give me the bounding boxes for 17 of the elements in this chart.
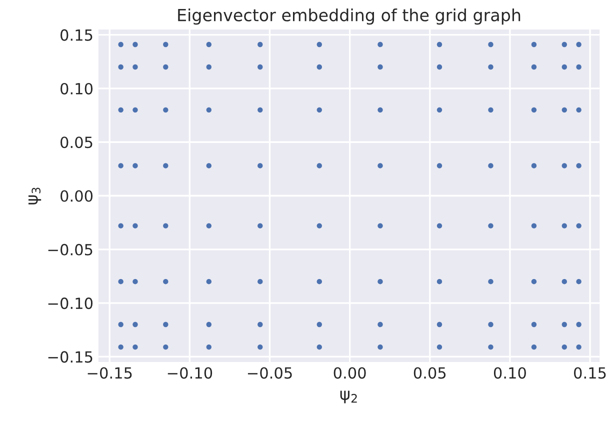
y-tick-label: −0.15 (48, 351, 92, 363)
x-tick-label: 0.05 (414, 367, 446, 379)
chart-title: Eigenvector embedding of the grid graph (178, 8, 520, 25)
x-tick-label: −0.10 (168, 367, 212, 379)
y-tick-label: −0.10 (48, 298, 93, 310)
y-tick-label: 0.15 (60, 29, 92, 41)
x-tick-label: −0.15 (88, 367, 132, 379)
x-tick-label: 0.00 (334, 367, 366, 379)
x-tick-label: 0.10 (494, 367, 526, 379)
x-axis-title: ψ$_{2}$ (340, 390, 357, 404)
x-tick-label: 0.15 (574, 367, 606, 379)
y-tick-label: −0.05 (48, 244, 92, 256)
y-tick-label: 0.05 (60, 136, 92, 148)
y-tick-label: 0.00 (60, 190, 93, 202)
y-tick-label: 0.10 (60, 82, 93, 94)
y-axis-title: ψ$_{3}$ (28, 188, 42, 204)
x-tick-label: −0.05 (248, 367, 292, 379)
